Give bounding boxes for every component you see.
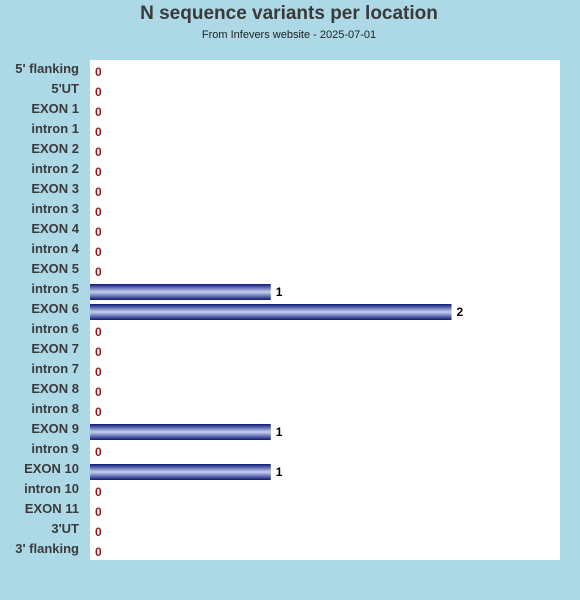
value-label: 1 <box>276 285 283 299</box>
value-label: 0 <box>95 185 102 199</box>
category-label: intron 1 <box>31 121 79 136</box>
value-label: 0 <box>95 365 102 379</box>
value-label: 0 <box>95 165 102 179</box>
value-label: 0 <box>95 225 102 239</box>
category-label: EXON 7 <box>31 341 79 356</box>
category-label: intron 3 <box>31 201 79 216</box>
category-label: EXON 4 <box>31 221 79 236</box>
value-label: 0 <box>95 265 102 279</box>
category-label: 3'UT <box>51 521 79 536</box>
value-label: 0 <box>95 525 102 539</box>
value-label: 0 <box>95 405 102 419</box>
value-label: 0 <box>95 325 102 339</box>
value-label: 0 <box>95 485 102 499</box>
category-label: intron 2 <box>31 161 79 176</box>
category-label: intron 7 <box>31 361 79 376</box>
value-label: 0 <box>95 345 102 359</box>
value-label: 0 <box>95 85 102 99</box>
bars <box>90 284 452 480</box>
category-label: EXON 10 <box>24 461 79 476</box>
value-label: 0 <box>95 125 102 139</box>
value-label: 0 <box>95 65 102 79</box>
category-label: intron 9 <box>31 441 79 456</box>
value-label: 0 <box>95 245 102 259</box>
category-label: EXON 9 <box>31 421 79 436</box>
category-label: EXON 5 <box>31 261 79 276</box>
bar <box>90 424 271 440</box>
category-label: 5'UT <box>51 81 79 96</box>
category-label: EXON 11 <box>25 501 79 516</box>
bar <box>90 464 271 480</box>
category-label: EXON 3 <box>31 181 79 196</box>
category-label: EXON 2 <box>31 141 79 156</box>
chart-subtitle: From Infevers website - 2025-07-01 <box>202 29 376 41</box>
category-label: intron 5 <box>31 281 79 296</box>
category-labels: 5' flanking 5'UT EXON 1 intron 1 EXON 2 intro… <box>15 61 80 556</box>
category-label: intron 10 <box>24 481 79 496</box>
category-label: 5' flanking <box>15 61 79 76</box>
category-label: intron 6 <box>31 321 79 336</box>
value-label: 0 <box>95 385 102 399</box>
value-label: 2 <box>457 305 464 319</box>
value-label: 1 <box>276 425 283 439</box>
category-label: intron 8 <box>31 401 79 416</box>
category-label: 3' flanking <box>15 541 79 556</box>
value-label: 1 <box>276 465 283 479</box>
category-label: EXON 8 <box>31 381 79 396</box>
category-label: EXON 6 <box>31 301 79 316</box>
value-label: 0 <box>95 105 102 119</box>
value-label: 0 <box>95 505 102 519</box>
value-label: 0 <box>95 145 102 159</box>
value-label: 0 <box>95 445 102 459</box>
value-label: 0 <box>95 205 102 219</box>
value-label: 0 <box>95 545 102 559</box>
bar <box>90 284 271 300</box>
chart-title: N sequence variants per location <box>140 3 438 24</box>
bar <box>90 304 452 320</box>
value-labels: 0 0 0 0 0 0 0 0 0 0 0 1 2 0 0 0 0 0 1 0 1 0 0 0 0 <box>95 65 464 559</box>
category-label: EXON 1 <box>31 101 79 116</box>
category-label: intron 4 <box>31 241 79 256</box>
